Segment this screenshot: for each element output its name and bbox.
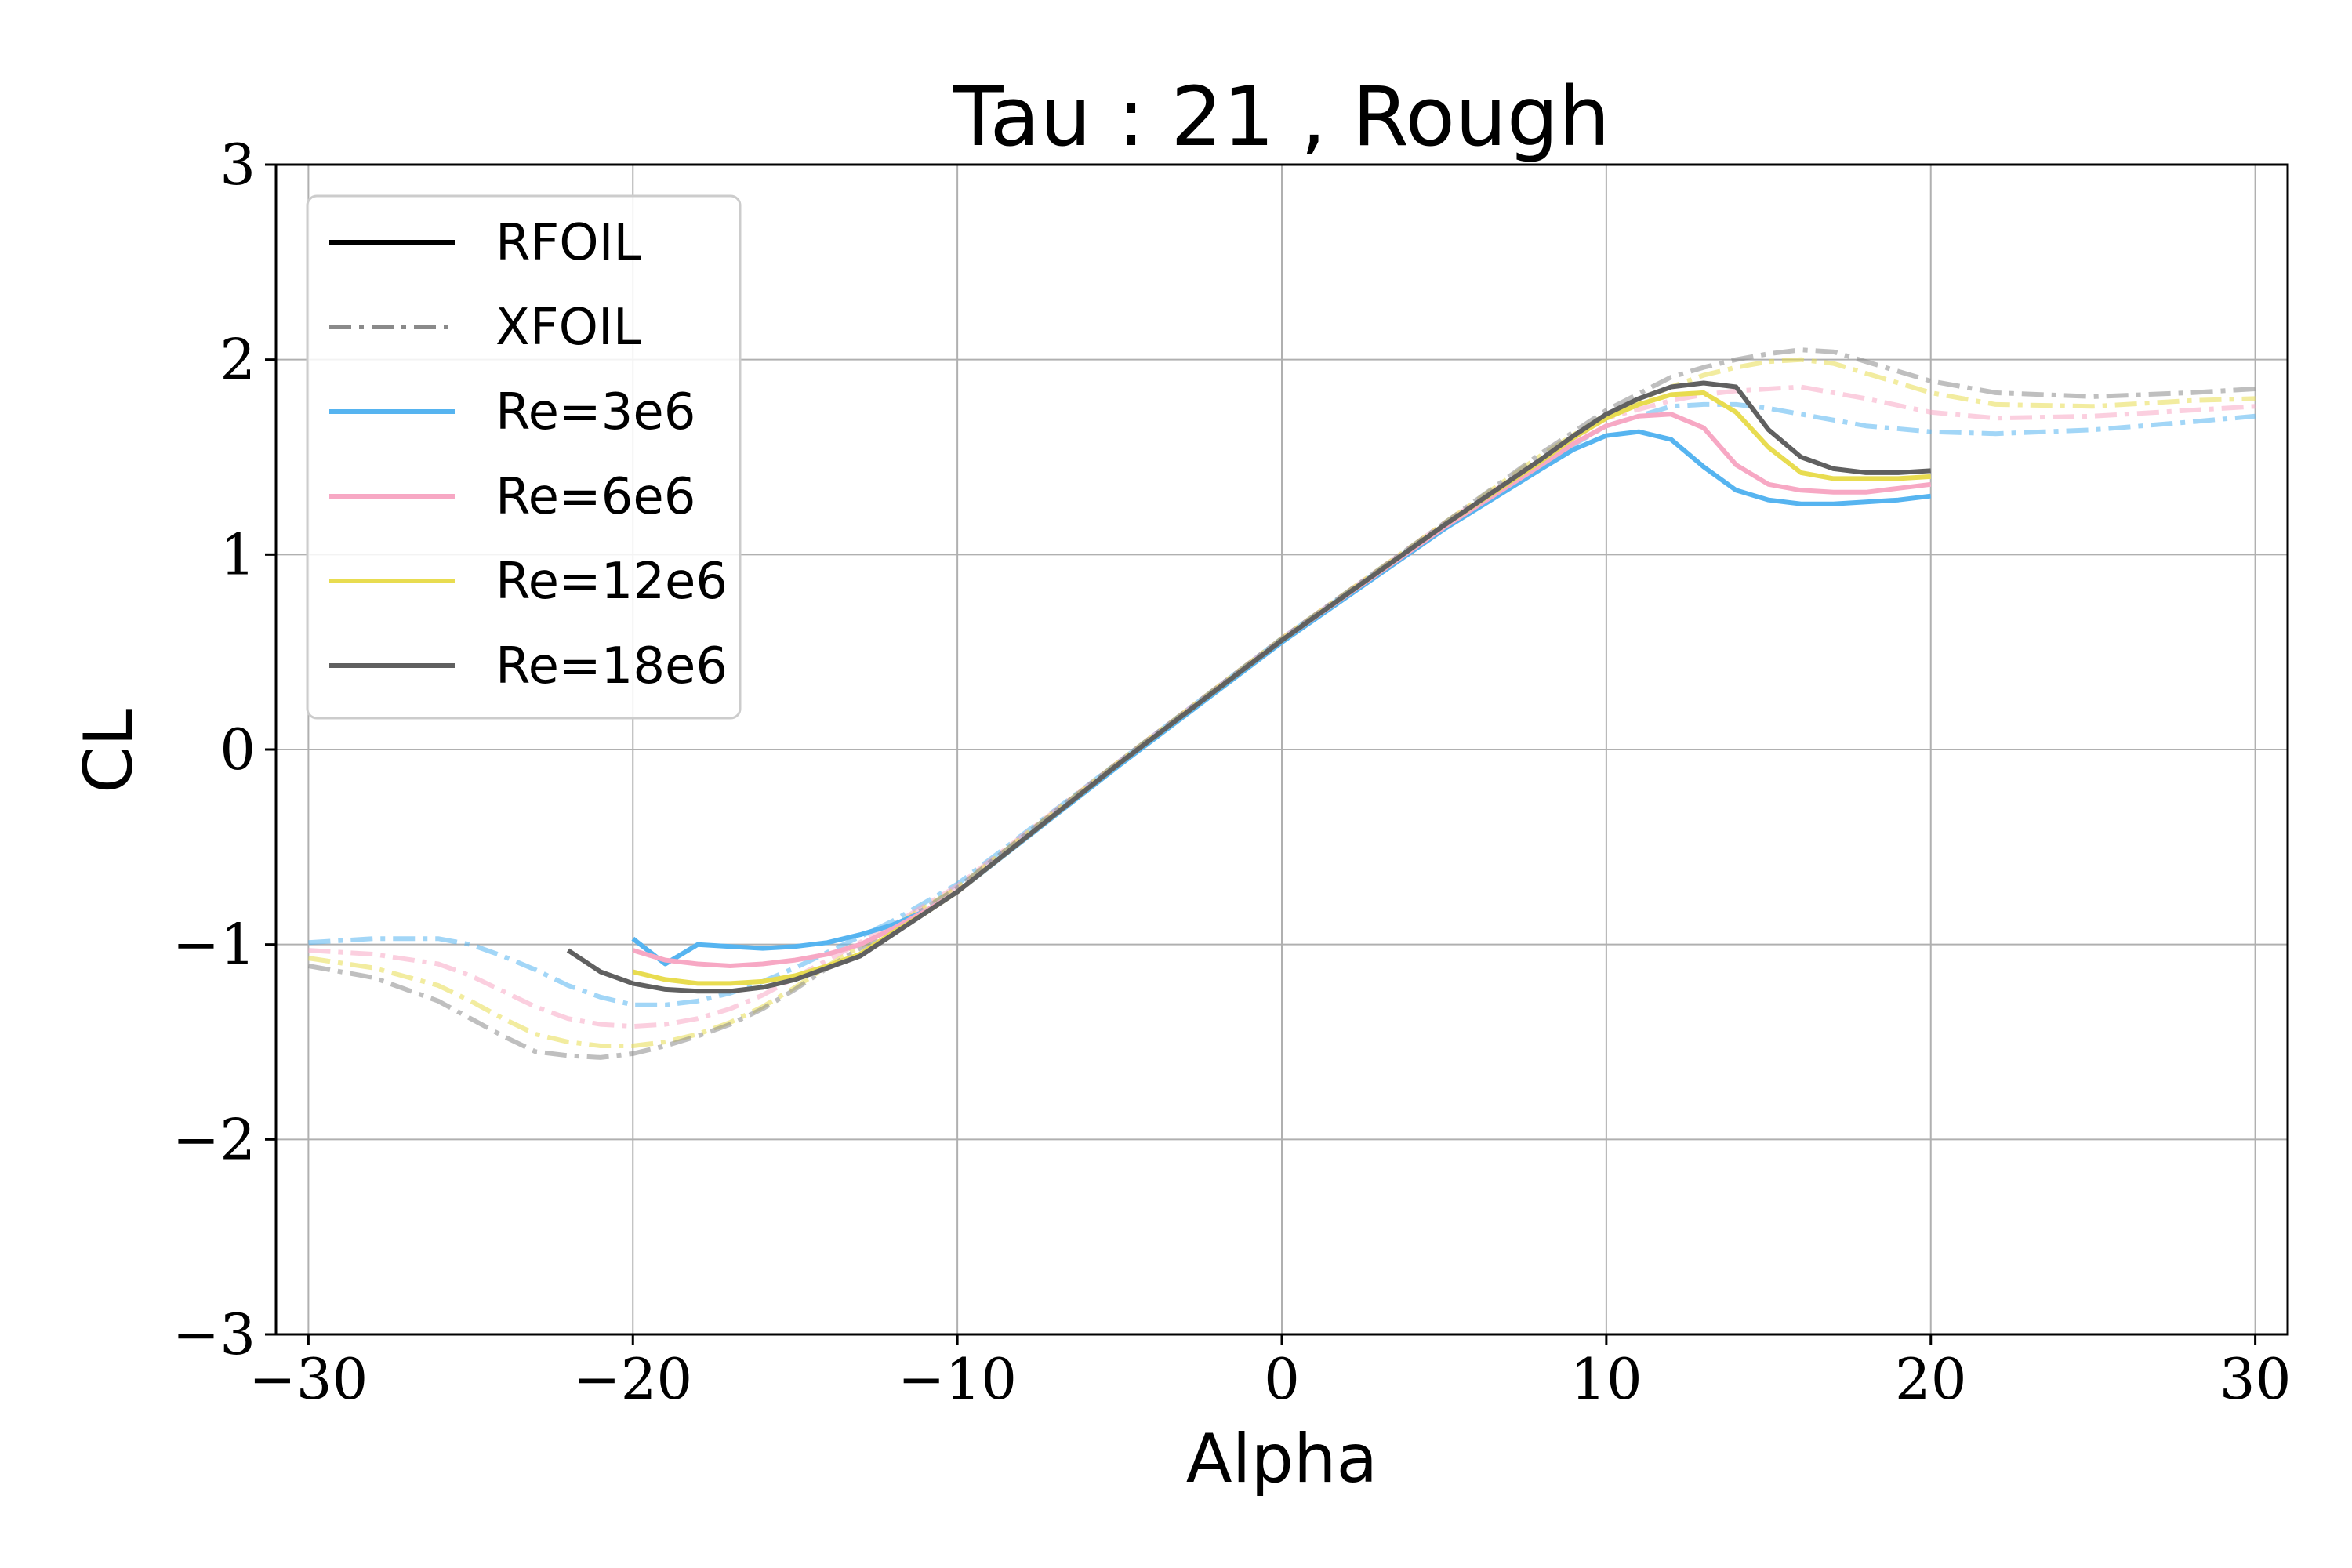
legend-label: Re=12e6	[495, 553, 728, 611]
y-tick-label: 2	[220, 327, 256, 393]
xfoil-series-line	[307, 347, 2256, 1060]
xfoil-series-line	[307, 357, 2256, 1048]
x-tick-label: 20	[1895, 1346, 1967, 1412]
x-tick-label: 30	[2220, 1346, 2292, 1412]
y-tick-label: 1	[220, 521, 256, 587]
legend-label: Re=18e6	[495, 637, 728, 695]
rfoil-series-line	[566, 380, 1931, 994]
legend-label: Re=6e6	[495, 468, 695, 526]
y-tick-label: 3	[220, 132, 256, 198]
x-tick-label: −20	[573, 1346, 692, 1412]
legend-label: Re=3e6	[495, 383, 695, 441]
y-axis-label: CL	[70, 709, 148, 793]
xfoil-series-line	[308, 401, 2256, 1007]
plot-series	[307, 347, 2256, 1060]
x-tick-label: −10	[898, 1346, 1017, 1412]
y-tick-label: −1	[172, 912, 256, 978]
x-tick-label: 10	[1570, 1346, 1642, 1412]
y-tick-label: −2	[172, 1106, 256, 1172]
legend-label: XFOIL	[495, 299, 641, 357]
y-tick-label: −3	[172, 1301, 256, 1367]
xfoil-series-line	[308, 384, 2256, 1029]
x-axis-label: Alpha	[1186, 1420, 1378, 1498]
legend: RFOIL XFOIL Re=3e6 Re=6e6 Re=12e6 Re=18e6	[306, 194, 742, 720]
x-tick-label: −30	[249, 1346, 368, 1412]
x-tick-label: 0	[1264, 1346, 1300, 1412]
legend-label: RFOIL	[495, 214, 642, 272]
chart-title: Tau : 21 , Rough	[953, 69, 1610, 165]
y-tick-label: 0	[220, 717, 256, 782]
